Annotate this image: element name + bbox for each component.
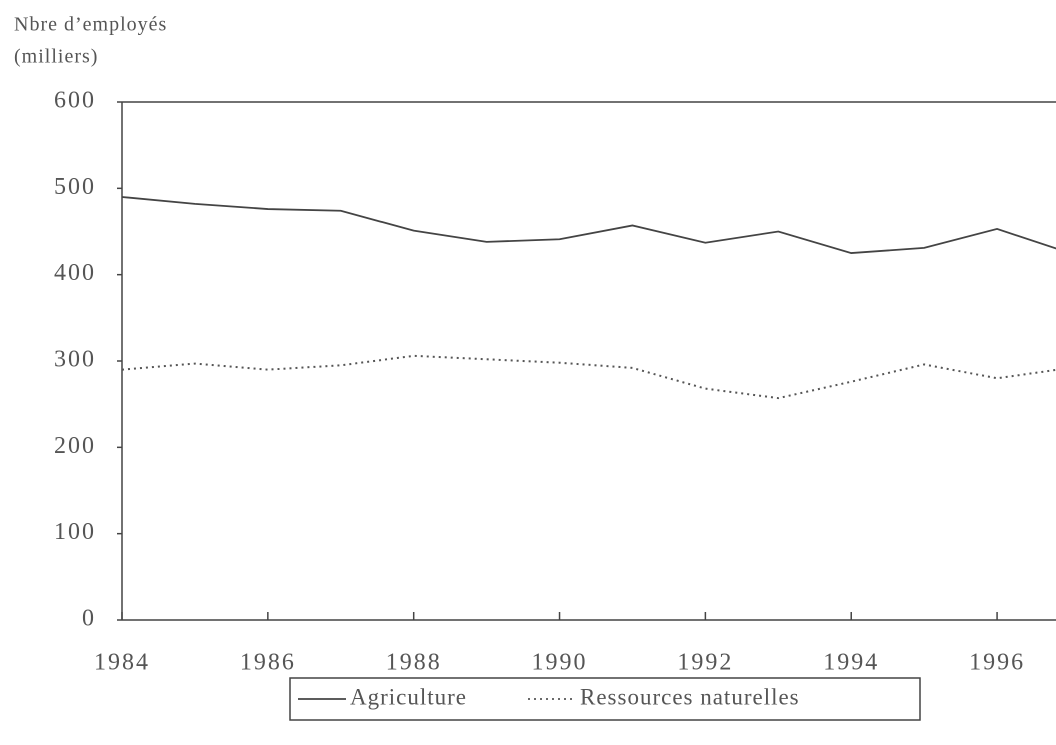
y-axis-label: (milliers) bbox=[14, 46, 98, 68]
x-tick-label: 1992 bbox=[677, 650, 733, 676]
x-tick-label: 1988 bbox=[386, 650, 442, 676]
legend-box bbox=[289, 677, 921, 721]
legend-label: Ressources naturelles bbox=[580, 684, 800, 709]
x-tick-label: 1996 bbox=[969, 650, 1025, 676]
y-tick-label: 100 bbox=[54, 519, 96, 545]
y-tick-label: 400 bbox=[54, 260, 96, 286]
x-tick-label: 1984 bbox=[94, 650, 150, 676]
x-tick-label: 1986 bbox=[240, 650, 296, 676]
y-tick-label: 500 bbox=[54, 174, 96, 200]
x-tick-label: 1990 bbox=[532, 650, 588, 676]
x-tick-label: 1994 bbox=[823, 650, 879, 676]
y-tick-label: 300 bbox=[54, 347, 96, 373]
legend-label: Agriculture bbox=[350, 684, 467, 709]
series-line bbox=[121, 354, 1056, 400]
y-tick-label: 200 bbox=[54, 433, 96, 459]
y-tick-label: 0 bbox=[82, 606, 96, 632]
y-axis-label: Nbre d’employés bbox=[14, 14, 167, 36]
series-line bbox=[121, 196, 1056, 254]
y-tick-label: 600 bbox=[54, 88, 96, 114]
